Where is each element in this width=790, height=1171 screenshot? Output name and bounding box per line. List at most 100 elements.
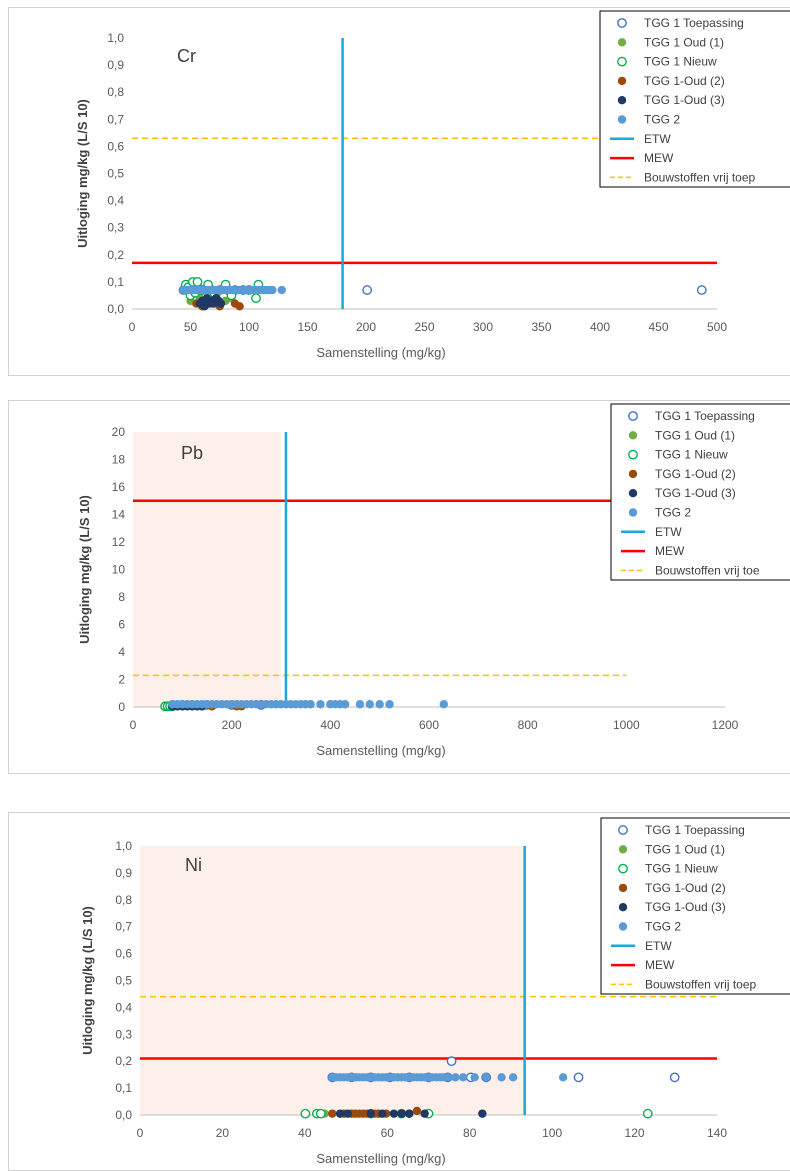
legend-label: TGG 1 Nieuw: [645, 862, 718, 876]
legend-label: TGG 1 Oud (1): [655, 428, 735, 442]
y-tick-label: 0,8: [107, 85, 124, 99]
element-label: Ni: [185, 855, 202, 875]
legend-marker: [618, 903, 628, 912]
data-point: [389, 1109, 399, 1118]
legend-marker: [617, 96, 627, 105]
y-tick-label: 8: [118, 590, 125, 604]
x-tick-label: 120: [625, 1126, 645, 1140]
data-point: [696, 285, 707, 295]
y-tick-label: 0,6: [107, 139, 124, 153]
legend-marker: [617, 115, 627, 124]
data-point: [397, 1109, 406, 1118]
data-point: [316, 700, 325, 709]
x-tick-label: 400: [590, 320, 610, 334]
x-tick-label: 150: [297, 320, 317, 334]
legend-label: TGG 1-Oud (3): [644, 93, 725, 107]
legend-label: TGG 1 Nieuw: [644, 55, 717, 69]
y-tick-label: 0,6: [115, 947, 132, 961]
data-point: [300, 1108, 311, 1119]
y-tick-label: 0,3: [115, 1027, 132, 1041]
data-point: [412, 1106, 422, 1116]
x-tick-label: 450: [648, 320, 668, 334]
legend-label: TGG 1-Oud (3): [655, 486, 736, 500]
data-point: [405, 1109, 414, 1118]
y-tick-label: 0,1: [107, 275, 124, 289]
y-tick-label: 0,0: [115, 1108, 132, 1122]
legend-marker: [628, 449, 638, 460]
data-point: [216, 299, 226, 308]
legend-label: TGG 1-Oud (3): [645, 900, 726, 914]
legend-label: Bouwstoffen vrij toep: [645, 977, 757, 991]
legend-marker: [628, 411, 638, 421]
x-tick-label: 500: [707, 320, 727, 334]
y-tick-label: 0,5: [107, 167, 124, 181]
legend-label: TGG 2: [644, 113, 680, 127]
data-point: [451, 1073, 460, 1082]
legend-label: TGG 1 Toepassing: [645, 823, 745, 837]
x-tick-label: 250: [414, 320, 434, 334]
legend-label: TGG 1 Oud (1): [645, 842, 725, 856]
y-tick-label: 0,9: [115, 866, 132, 880]
y-tick-label: 0,0: [107, 302, 124, 316]
y-tick-label: 0,2: [115, 1054, 132, 1068]
data-point: [192, 276, 203, 287]
data-point: [343, 1109, 352, 1118]
data-point: [443, 1073, 452, 1082]
shaded-zone: [133, 432, 281, 707]
x-axis-title: Samenstelling (mg/kg): [316, 345, 445, 360]
legend-label: TGG 1 Nieuw: [655, 448, 728, 462]
data-point: [340, 700, 350, 709]
data-point: [642, 1108, 653, 1119]
x-tick-label: 600: [419, 718, 439, 732]
data-point: [669, 1072, 680, 1083]
x-tick-label: 100: [239, 320, 259, 334]
data-point: [420, 1109, 429, 1118]
legend-marker: [618, 883, 628, 893]
data-point: [277, 285, 286, 295]
x-tick-label: 40: [298, 1126, 312, 1140]
data-point: [328, 1109, 337, 1118]
legend-label: Bouwstoffen vrij toep: [644, 170, 756, 184]
scatter-chart-ni: 0,0 0,1 0,2 0,3 0,4 0,5 0,6 0,7 0,8 0,9 1,0 0 20 40 60…: [80, 817, 790, 1166]
legend-label: MEW: [655, 544, 685, 558]
x-tick-label: 0: [137, 1126, 144, 1140]
x-tick-label: 140: [707, 1126, 727, 1140]
data-point: [268, 285, 277, 295]
x-tick-label: 400: [320, 718, 340, 732]
data-point: [573, 1072, 584, 1083]
x-tick-label: 350: [531, 320, 551, 334]
y-tick-label: 0: [118, 700, 125, 714]
y-tick-label: 0,9: [107, 58, 124, 72]
scatter-chart-cr: 0,0 0,1 0,2 0,3 0,4 0,5 0,6 0,7 0,8 0,9 1,0 0 50 100 1…: [75, 10, 790, 360]
legend-label: TGG 1-Oud (2): [655, 467, 736, 481]
x-tick-label: 200: [356, 320, 376, 334]
data-point: [366, 1109, 375, 1118]
legend-label: TGG 1-Oud (2): [644, 74, 725, 88]
legend-label: MEW: [645, 958, 675, 972]
element-label: Cr: [177, 46, 196, 66]
legend-label: TGG 1 Oud (1): [644, 35, 724, 49]
data-point: [362, 285, 373, 295]
y-tick-label: 0,7: [107, 112, 124, 126]
legend-label: ETW: [655, 525, 682, 539]
y-tick-label: 16: [112, 480, 126, 494]
y-tick-label: 1,0: [107, 31, 124, 45]
legend-marker: [628, 489, 638, 498]
chart-panel-ni: 0,0 0,1 0,2 0,3 0,4 0,5 0,6 0,7 0,8 0,9 1,0 0 20 40 60…: [8, 812, 790, 1171]
data-point: [335, 1109, 345, 1118]
data-point: [482, 1073, 491, 1082]
y-axis-title: Uitloging mg/kg (L/S 10): [77, 495, 92, 644]
shaded-zone: [140, 846, 525, 1115]
y-tick-label: 4: [118, 645, 125, 659]
legend-marker: [628, 508, 638, 517]
x-tick-label: 50: [184, 320, 198, 334]
data-point: [558, 1073, 568, 1082]
data-point: [355, 700, 365, 709]
y-tick-label: 6: [118, 618, 125, 632]
y-tick-label: 1,0: [115, 839, 132, 853]
legend-marker: [618, 922, 628, 931]
y-tick-label: 0,3: [107, 221, 124, 235]
y-tick-label: 12: [112, 535, 126, 549]
x-tick-label: 0: [130, 718, 137, 732]
